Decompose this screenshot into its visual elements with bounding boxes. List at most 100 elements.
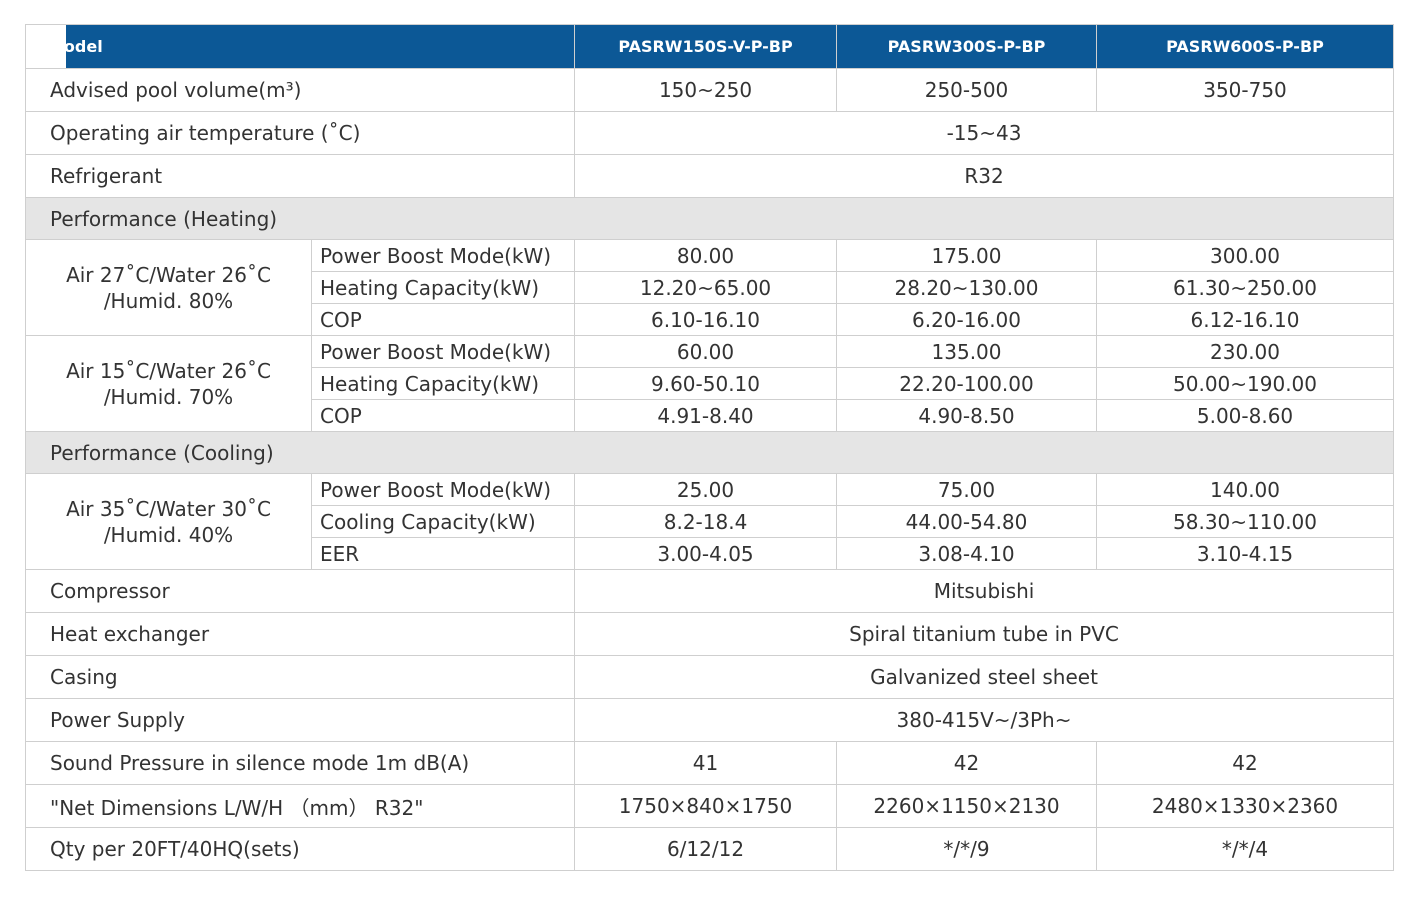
value-cell: 9.60-50.10 xyxy=(574,367,838,400)
value-cell: 5.00-8.60 xyxy=(1096,399,1395,432)
data-row: Power Supply 380-415V~/3Ph~ xyxy=(24,698,1395,742)
item-label: Cooling Capacity(kW) xyxy=(310,505,576,538)
value-cell: 380-415V~/3Ph~ xyxy=(574,698,1395,742)
header-cell: PASRW300S-P-BP xyxy=(836,24,1098,69)
value-cell: 60.00 xyxy=(574,335,838,368)
row-label: Operating air temperature (˚C) xyxy=(24,111,576,155)
section-title: Performance (Cooling) xyxy=(24,431,1395,474)
value-cell: 4.90-8.50 xyxy=(836,399,1098,432)
value-cell: */*/9 xyxy=(836,827,1098,871)
spec-table: Model PASRW150S-V-P-BP PASRW300S-P-BP PASRW… xyxy=(24,24,1395,871)
item-row: EER 3.00-4.05 3.08-4.10 3.10-4.15 xyxy=(26,537,1395,570)
value-cell: 6.12-16.10 xyxy=(1096,303,1395,336)
condition-cell: Air 27˚C/Water 26˚C/Humid. 80% xyxy=(25,239,312,336)
item-row: Heating Capacity(kW) 9.60-50.10 22.20-100.… xyxy=(26,367,1395,400)
data-row: Casing Galvanized steel sheet xyxy=(24,655,1395,699)
value-cell: 6/12/12 xyxy=(574,827,838,871)
value-cell: 150~250 xyxy=(574,68,838,112)
condition-line: /Humid. 70% xyxy=(103,384,234,409)
row-label: Power Supply xyxy=(24,698,576,742)
condition-line: Air 27˚C/Water 26˚C xyxy=(66,262,271,287)
data-row: Sound Pressure in silence mode 1m dB(A) 4… xyxy=(24,741,1395,785)
value-cell: 3.00-4.05 xyxy=(574,537,838,570)
item-label: Power Boost Mode(kW) xyxy=(310,473,576,506)
value-cell: 3.10-4.15 xyxy=(1096,537,1395,570)
item-row: Air 27˚C/Water 26˚C/Humid. 80% Power Boos… xyxy=(25,239,1395,336)
header-row: Model PASRW150S-V-P-BP PASRW300S-P-BP PASRW… xyxy=(24,24,1395,69)
row-label: "Net Dimensions L/W/H （mm） R32" xyxy=(24,784,576,828)
header-cell: PASRW600S-P-BP xyxy=(1096,24,1395,69)
data-row: Refrigerant R32 xyxy=(24,154,1395,198)
data-row: Compressor Mitsubishi xyxy=(24,569,1395,613)
condition-line: Air 35˚C/Water 30˚C xyxy=(66,496,271,521)
item-label: COP xyxy=(310,303,576,336)
value-cell: 6.10-16.10 xyxy=(574,303,838,336)
value-cell: R32 xyxy=(574,154,1395,198)
value-cell: 135.00 xyxy=(836,335,1098,368)
condition-cell: Air 35˚C/Water 30˚C/Humid. 40% xyxy=(25,473,312,570)
value-cell: 140.00 xyxy=(1096,473,1395,506)
row-label: Casing xyxy=(24,655,576,699)
value-cell: 41 xyxy=(574,741,838,785)
value-cell: 58.30~110.00 xyxy=(1096,505,1395,538)
value-cell: */*/4 xyxy=(1096,827,1395,871)
row-label: Qty per 20FT/40HQ(sets) xyxy=(24,827,576,871)
value-cell: Galvanized steel sheet xyxy=(574,655,1395,699)
item-label: Power Boost Mode(kW) xyxy=(310,239,576,272)
value-cell: 4.91-8.40 xyxy=(574,399,838,432)
data-row: Operating air temperature (˚C) -15~43 xyxy=(24,111,1395,155)
value-cell: 6.20-16.00 xyxy=(836,303,1098,336)
value-cell: 3.08-4.10 xyxy=(836,537,1098,570)
value-cell: Spiral titanium tube in PVC xyxy=(574,612,1395,656)
row-label: Sound Pressure in silence mode 1m dB(A) xyxy=(24,741,576,785)
header-cell: PASRW150S-V-P-BP xyxy=(574,24,838,69)
value-cell: 42 xyxy=(836,741,1098,785)
value-cell: 61.30~250.00 xyxy=(1096,271,1395,304)
value-cell: 350-750 xyxy=(1096,68,1395,112)
value-cell: 25.00 xyxy=(574,473,838,506)
value-cell: 12.20~65.00 xyxy=(574,271,838,304)
row-label: Compressor xyxy=(24,569,576,613)
condition-line: /Humid. 40% xyxy=(103,522,234,547)
item-row: COP 4.91-8.40 4.90-8.50 5.00-8.60 xyxy=(26,399,1395,432)
item-row: Air 15˚C/Water 26˚C/Humid. 70% Power Boos… xyxy=(25,335,1395,432)
item-label: Heating Capacity(kW) xyxy=(310,367,576,400)
data-row: Qty per 20FT/40HQ(sets) 6/12/12 */*/9 */*/4 xyxy=(24,827,1395,871)
value-cell: 175.00 xyxy=(836,239,1098,272)
value-cell: 22.20-100.00 xyxy=(836,367,1098,400)
value-cell: 300.00 xyxy=(1096,239,1395,272)
item-label: EER xyxy=(310,537,576,570)
data-row: Advised pool volume(m³) 150~250 250-500 350… xyxy=(24,68,1395,112)
value-cell: 28.20~130.00 xyxy=(836,271,1098,304)
value-cell: 75.00 xyxy=(836,473,1098,506)
value-cell: 8.2-18.4 xyxy=(574,505,838,538)
section-row: Performance (Heating) xyxy=(24,197,1395,240)
section-row: Performance (Cooling) xyxy=(24,431,1395,474)
item-label: COP xyxy=(310,399,576,432)
row-label: Refrigerant xyxy=(24,154,576,198)
header-cell: Model xyxy=(24,24,576,69)
data-row: "Net Dimensions L/W/H （mm） R32" 1750×840×… xyxy=(24,784,1395,828)
condition-line: /Humid. 80% xyxy=(103,288,234,313)
value-cell: 250-500 xyxy=(836,68,1098,112)
data-row: Heat exchanger Spiral titanium tube in PV… xyxy=(24,612,1395,656)
item-row: Air 35˚C/Water 30˚C/Humid. 40% Power Boos… xyxy=(25,473,1395,570)
row-label: Heat exchanger xyxy=(24,612,576,656)
item-row: Cooling Capacity(kW) 8.2-18.4 44.00-54.80 5… xyxy=(26,505,1395,538)
value-cell: 2260×1150×2130 xyxy=(836,784,1098,828)
condition-line: Air 15˚C/Water 26˚C xyxy=(66,358,271,383)
value-cell: 1750×840×1750 xyxy=(574,784,838,828)
value-cell: 50.00~190.00 xyxy=(1096,367,1395,400)
section-title: Performance (Heating) xyxy=(24,197,1395,240)
value-cell: -15~43 xyxy=(574,111,1395,155)
value-cell: 2480×1330×2360 xyxy=(1096,784,1395,828)
condition-cell: Air 15˚C/Water 26˚C/Humid. 70% xyxy=(25,335,312,432)
value-cell: 80.00 xyxy=(574,239,838,272)
row-label: Advised pool volume(m³) xyxy=(24,68,576,112)
item-label: Power Boost Mode(kW) xyxy=(310,335,576,368)
value-cell: 42 xyxy=(1096,741,1395,785)
value-cell: 230.00 xyxy=(1096,335,1395,368)
value-cell: 44.00-54.80 xyxy=(836,505,1098,538)
value-cell: Mitsubishi xyxy=(574,569,1395,613)
